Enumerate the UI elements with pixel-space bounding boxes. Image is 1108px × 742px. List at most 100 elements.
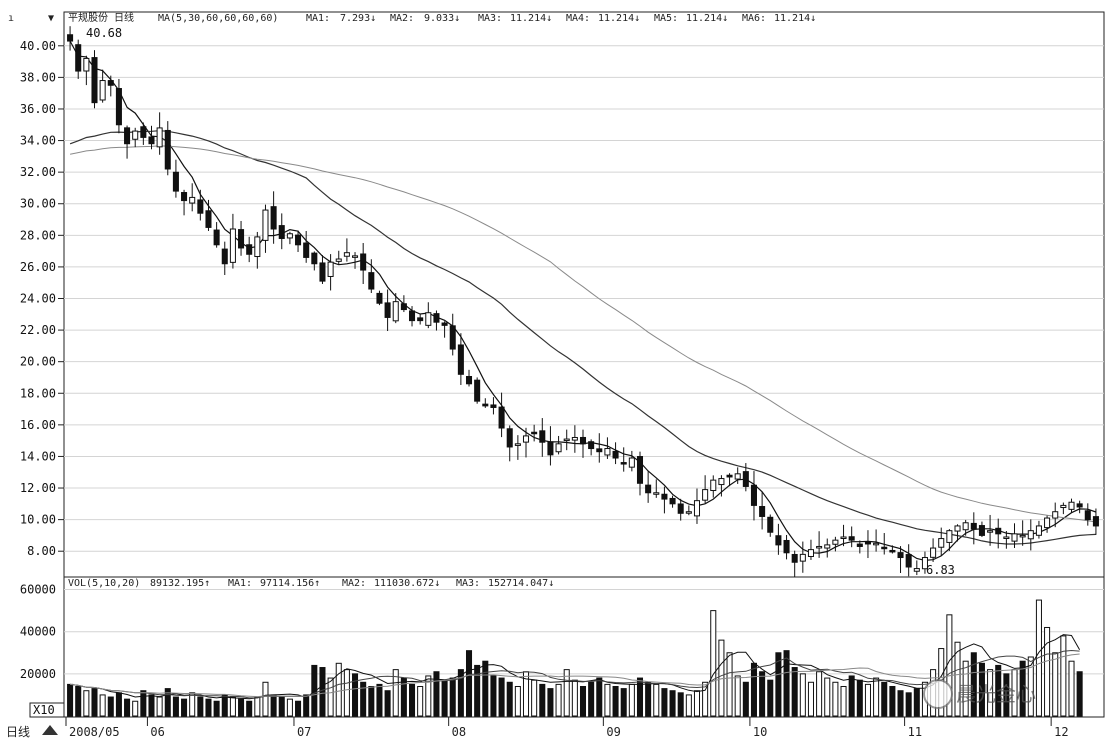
price-tick-label: 16.00	[20, 418, 56, 432]
candle-body	[238, 229, 245, 249]
volume-bar	[408, 683, 416, 717]
price-tick-label: 38.00	[20, 70, 56, 84]
volume-bar	[115, 692, 122, 717]
candle-body	[1076, 503, 1083, 508]
candle-body	[506, 428, 513, 448]
volume-bar	[295, 700, 302, 717]
volume-bar	[156, 696, 163, 717]
candle-body	[205, 210, 212, 228]
ma6-value: 11.214↓	[774, 13, 816, 24]
date-tick-label: 11	[908, 725, 922, 739]
volume-bar	[759, 671, 766, 717]
candle-body	[368, 272, 375, 290]
volume-bar	[172, 696, 179, 717]
candle-body	[140, 126, 147, 138]
candlesticks	[67, 26, 1099, 577]
candle-body	[571, 436, 578, 441]
candle-body	[384, 302, 391, 318]
candle-body	[710, 479, 717, 492]
candle-body	[669, 497, 676, 505]
candle-body	[156, 127, 163, 148]
volume-bar	[653, 683, 660, 717]
volume-bar	[124, 698, 131, 717]
volume-bar	[856, 679, 863, 717]
candle-body	[425, 312, 432, 326]
candle-body	[759, 506, 766, 517]
candle-body	[832, 539, 839, 545]
candle-body	[343, 252, 350, 257]
volume-bar	[392, 669, 399, 717]
candle-body	[482, 403, 489, 407]
volume-bar	[563, 669, 570, 717]
candle-body	[148, 136, 155, 145]
volume-bar	[978, 662, 985, 717]
volume-bar	[840, 685, 847, 717]
price-tick-label: 34.00	[20, 134, 56, 148]
candle-body	[645, 484, 652, 494]
volume-bar	[482, 660, 489, 717]
candle-body	[172, 171, 179, 192]
candle-body	[270, 206, 277, 230]
candle-body	[319, 262, 326, 282]
watermark: 晨光金心	[923, 679, 1036, 709]
volume-ma-line	[70, 653, 1080, 698]
candle-body	[327, 261, 334, 277]
volume-bar	[91, 688, 98, 717]
volume-bar	[254, 696, 261, 717]
ma2-label: MA2:	[390, 13, 414, 24]
volume-bar	[1003, 673, 1010, 717]
volume-tick-label: 20000	[20, 667, 56, 681]
candle-body	[262, 209, 269, 241]
candle-body	[596, 448, 603, 453]
candle-body	[628, 457, 635, 468]
candle-body	[636, 456, 644, 484]
vol-legend: VOL(5,10,20)	[68, 578, 140, 589]
candle-body	[783, 539, 790, 554]
volume-bar	[425, 675, 432, 717]
volume-bars	[67, 599, 1083, 717]
price-y-axis: 8.00 10.00 12.00 14.00 16.00 18.00 20.00 22.00 2…	[20, 39, 64, 558]
candle-body	[417, 317, 424, 322]
candle-body	[661, 493, 668, 500]
volume-bar	[816, 671, 823, 717]
volume-bar	[750, 662, 758, 717]
candle-body	[498, 406, 505, 429]
candle-body	[352, 255, 359, 258]
volume-bar	[954, 641, 961, 717]
volume-bar	[987, 669, 994, 717]
price-tick-label: 40.00	[20, 39, 56, 53]
volume-bar	[1044, 626, 1051, 717]
candle-body	[718, 478, 725, 486]
volume-bar	[303, 694, 310, 717]
candle-body	[1019, 534, 1026, 538]
volume-bar	[873, 677, 880, 717]
date-tick-label: 10	[753, 725, 767, 739]
candle-body	[457, 344, 464, 375]
price-tick-label: 12.00	[20, 481, 56, 495]
candle-body	[767, 516, 774, 533]
candle-body	[132, 130, 139, 140]
price-tick-label: 32.00	[20, 165, 56, 179]
volume-bar	[189, 692, 196, 717]
volume-bar	[181, 698, 188, 717]
volume-bar	[881, 681, 888, 717]
candle-body	[522, 435, 530, 443]
volume-bar	[669, 690, 676, 717]
price-tick-label: 36.00	[20, 102, 56, 116]
volume-bar	[506, 681, 513, 717]
header-arrow-icon: ▼	[48, 13, 54, 24]
candle-body	[1060, 504, 1067, 509]
candle-body	[547, 441, 554, 456]
ma6-label: MA6:	[742, 13, 766, 24]
volume-bar	[775, 652, 782, 717]
volume-bar	[368, 685, 375, 717]
volume-bar	[864, 683, 871, 717]
volume-bar	[661, 688, 668, 717]
candle-body	[67, 34, 74, 42]
volume-bar	[677, 692, 684, 717]
volume-bar	[734, 675, 741, 717]
candle-body	[1068, 501, 1075, 510]
volume-bar	[441, 679, 448, 717]
candle-body	[254, 236, 261, 258]
candle-body	[189, 196, 196, 204]
